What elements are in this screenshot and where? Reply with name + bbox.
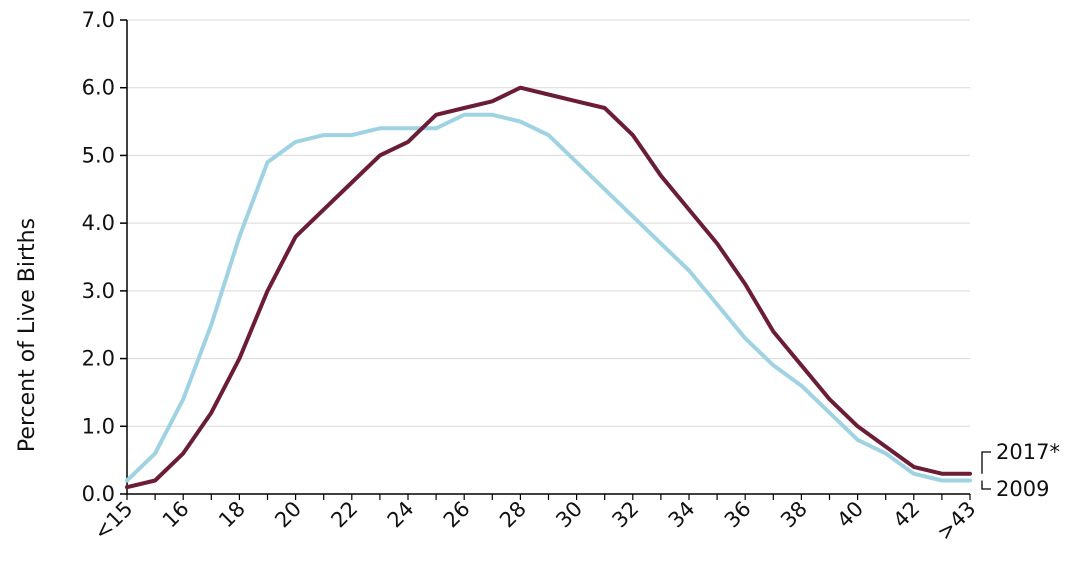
- y-tick-label: 3.0: [82, 279, 115, 303]
- x-tick-label: 42: [888, 497, 924, 533]
- y-tick-label: 4.0: [82, 211, 115, 235]
- x-tick-label: 40: [832, 497, 868, 533]
- x-tick-label: 32: [607, 497, 643, 533]
- series-labels: 2009 2017*: [981, 440, 1060, 501]
- x-tick-label: 24: [383, 497, 419, 533]
- series-lines: [125, 85, 972, 490]
- x-tick-label: >43: [932, 497, 980, 545]
- y-tick-label: 0.0: [82, 482, 115, 506]
- x-tick-label: 18: [214, 497, 250, 533]
- x-tick-label: 34: [664, 497, 700, 533]
- x-tick-label: 16: [158, 497, 194, 533]
- x-tick-label: 22: [326, 497, 362, 533]
- series-line-2017: [125, 85, 972, 490]
- series-label-connector: [981, 480, 991, 490]
- x-tick-label: 28: [495, 497, 531, 533]
- y-tick-label: 5.0: [82, 143, 115, 167]
- x-tick-label: 30: [551, 497, 587, 533]
- series-label-2017: 2017*: [996, 440, 1060, 464]
- x-tick-label: 36: [720, 497, 756, 533]
- y-tick-label: 6.0: [82, 76, 115, 100]
- series-line-2009: [125, 112, 972, 483]
- y-axis-title: Percent of Live Births: [15, 218, 40, 452]
- y-tick-label: 7.0: [82, 8, 115, 32]
- y-tick-label: 1.0: [82, 414, 115, 438]
- series-label-connector: [981, 451, 991, 474]
- x-tick-label: 38: [776, 497, 812, 533]
- series-label-2009: 2009: [996, 477, 1049, 501]
- x-tick-label: 26: [439, 497, 475, 533]
- gridlines: [127, 19, 970, 427]
- y-tick-label: 2.0: [82, 347, 115, 371]
- x-tick-label: 20: [270, 497, 306, 533]
